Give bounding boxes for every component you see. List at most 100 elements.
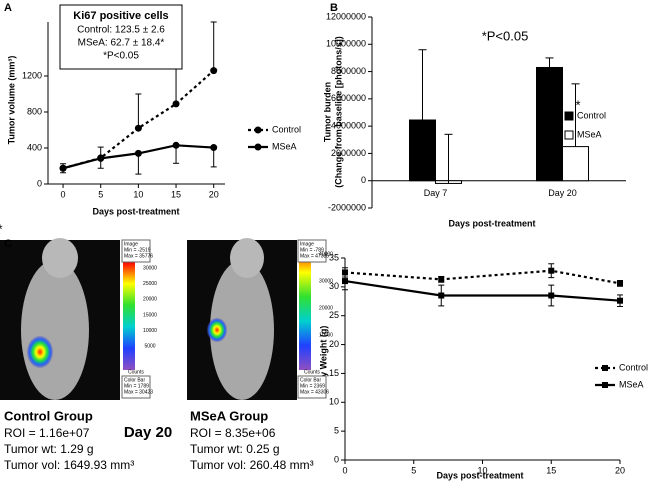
x-tick-label: 10 xyxy=(477,465,487,475)
panel-label: B xyxy=(330,2,338,14)
series-line xyxy=(344,279,621,302)
legend-swatch xyxy=(564,111,574,121)
bar xyxy=(536,66,563,182)
marker xyxy=(97,154,105,162)
colorbar-info-box xyxy=(121,375,151,399)
y-tick-label: 0 xyxy=(37,178,42,188)
marker xyxy=(438,276,445,283)
marker xyxy=(134,124,142,132)
marker xyxy=(172,100,180,108)
image-info: Max = 35776 xyxy=(124,253,153,259)
x-tick-label: Day 20 xyxy=(548,188,577,198)
image-info-box xyxy=(121,239,151,263)
colorbar-unit: Counts xyxy=(304,369,320,375)
bar xyxy=(562,146,589,182)
y-tick-label: 15 xyxy=(329,368,339,378)
colorbar-info: Max = 43306 xyxy=(300,389,329,395)
inset-title: Ki67 positive cells xyxy=(73,10,168,22)
x-tick-label: 5 xyxy=(98,189,103,199)
legend-label: Control xyxy=(577,110,606,120)
y-tick-label: 0 xyxy=(334,454,339,464)
group-name: MSeA Group xyxy=(190,408,268,423)
image-info: Max = 47385 xyxy=(300,253,329,259)
image-info: Image xyxy=(300,241,314,247)
y-tick-label: 0 xyxy=(361,175,366,185)
error-bar xyxy=(135,93,142,129)
y-tick-label: 400 xyxy=(27,142,42,152)
image-info: Min = -789 xyxy=(300,247,324,253)
y-tick-label: 6000000 xyxy=(331,93,366,103)
y-axis-label: (Change from baseline [photons/s]) xyxy=(333,36,343,188)
annotation: * xyxy=(0,221,3,236)
y-tick-label: 20 xyxy=(329,339,339,349)
image-info-box xyxy=(297,239,327,263)
colorbar-tick: 40000 xyxy=(319,251,333,257)
marker xyxy=(617,297,623,304)
x-tick-label: 15 xyxy=(546,465,556,475)
colorbar-tick: 30000 xyxy=(319,278,333,284)
y-tick-label: 30 xyxy=(329,281,339,291)
y-axis-label: Body Weight (g) xyxy=(318,326,328,395)
group-roi: ROI = 1.16e+07 xyxy=(4,426,90,440)
legend-swatch xyxy=(564,130,574,140)
legend-label: Control xyxy=(619,362,648,372)
annotation: *P<0.05 xyxy=(482,28,529,43)
marker xyxy=(548,267,555,274)
marker xyxy=(617,280,623,287)
y-tick-label: 2000000 xyxy=(331,148,366,158)
legend-marker xyxy=(254,126,262,134)
panel-label: C xyxy=(4,238,12,250)
colorbar-info: Color Bar xyxy=(124,377,145,383)
x-axis-label: Days post-treatment xyxy=(448,218,535,228)
y-tick-label: 5 xyxy=(334,426,339,436)
group-name: Control Group xyxy=(4,408,93,423)
inset-line: Control: 123.5 ± 2.6 xyxy=(77,25,165,36)
colorbar-info: Color Bar xyxy=(300,377,321,383)
y-tick-label: 1200 xyxy=(22,70,42,80)
x-tick-label: 0 xyxy=(61,189,66,199)
group-wt: Tumor wt: 0.25 g xyxy=(190,442,280,456)
colorbar-tick: 10000 xyxy=(319,332,333,338)
marker xyxy=(59,164,67,172)
x-axis-label: Days post-treatment xyxy=(92,206,179,216)
x-tick-label: 20 xyxy=(209,189,219,199)
series-line xyxy=(344,269,621,285)
photo-control xyxy=(0,238,135,400)
colorbar-tick: 20000 xyxy=(143,297,157,303)
error-bar xyxy=(173,63,180,104)
image-info: Image xyxy=(124,241,138,247)
y-tick-label: 800 xyxy=(27,106,42,116)
colorbar-tick: 25000 xyxy=(143,281,157,287)
x-tick-label: Day 7 xyxy=(424,188,448,198)
inset-line: MSeA: 62.7 ± 18.4* xyxy=(78,38,165,49)
y-tick-label: 25 xyxy=(329,310,339,320)
legend-marker xyxy=(254,143,262,151)
y-tick-label: 12000000 xyxy=(326,11,366,21)
x-tick-label: 0 xyxy=(342,465,347,475)
colorbar-info-box xyxy=(297,375,327,399)
error-bar xyxy=(418,49,427,121)
colorbar-tick: 30000 xyxy=(143,265,157,271)
x-axis-label: Days post-treatment xyxy=(436,470,523,480)
marker xyxy=(134,149,142,157)
inset-box xyxy=(59,4,183,70)
colorbar-info: Max = 30423 xyxy=(124,389,153,395)
legend-label: MSeA xyxy=(272,141,297,151)
legend-label: MSeA xyxy=(619,379,644,389)
colorbar-info: Min = 1789 xyxy=(124,383,149,389)
legend-marker xyxy=(602,365,608,371)
error-bar xyxy=(444,133,453,184)
annotation: * xyxy=(575,97,580,112)
group-vol: Tumor vol: 260.48 mm³ xyxy=(190,458,314,472)
group-wt: Tumor wt: 1.29 g xyxy=(4,442,94,456)
bar xyxy=(409,119,436,182)
y-tick-label: -2000000 xyxy=(328,202,366,212)
marker xyxy=(342,278,348,285)
y-tick-label: 8000000 xyxy=(331,66,366,76)
photo-msea xyxy=(187,238,311,400)
marker xyxy=(438,292,445,299)
colorbar-tick: 5000 xyxy=(144,344,155,350)
y-tick-label: 10000000 xyxy=(326,39,366,49)
marker xyxy=(210,144,218,152)
